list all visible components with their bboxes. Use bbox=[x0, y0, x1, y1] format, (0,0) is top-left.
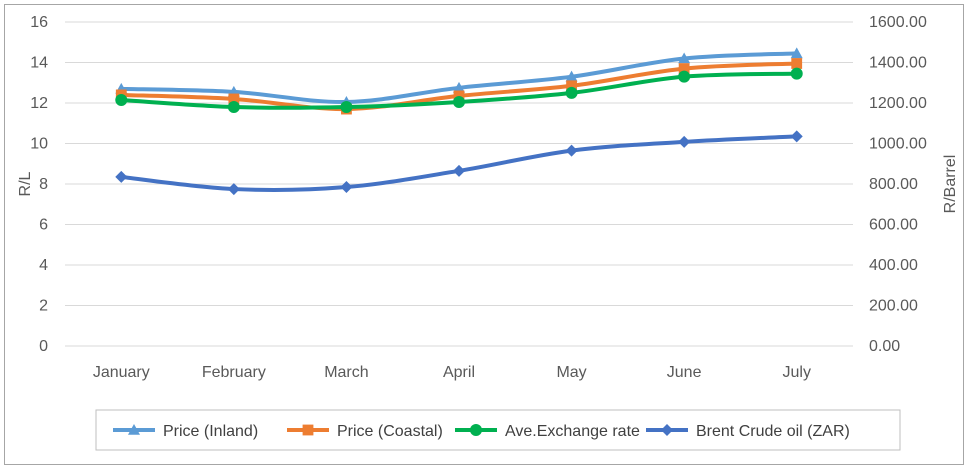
series-brent-crude-oil-zar- bbox=[115, 130, 803, 196]
legend-box bbox=[95, 409, 901, 451]
legend-label: Brent Crude oil (ZAR) bbox=[696, 423, 850, 440]
x-tick-label: June bbox=[667, 364, 702, 381]
data-point-square bbox=[453, 90, 465, 102]
left-tick-label: 16 bbox=[30, 14, 48, 31]
legend-marker-diamond bbox=[661, 424, 673, 436]
left-tick-label: 0 bbox=[39, 338, 48, 355]
legend-entry: Brent Crude oil (ZAR) bbox=[646, 423, 850, 440]
right-tick-label: 200.00 bbox=[869, 298, 918, 315]
chart-frame bbox=[4, 4, 964, 465]
data-point-triangle bbox=[678, 52, 691, 64]
legend-label: Ave.Exchange rate bbox=[505, 423, 640, 440]
right-tick-label: 400.00 bbox=[869, 257, 918, 274]
data-point-triangle bbox=[453, 81, 465, 93]
x-tick-label: April bbox=[443, 364, 475, 381]
right-tick-label: 1200.00 bbox=[869, 95, 927, 112]
data-point-circle bbox=[565, 86, 578, 99]
left-axis-ticks: 0 2 4 6 8 10 12 14 16 bbox=[30, 14, 48, 355]
x-tick-label: January bbox=[93, 364, 150, 381]
left-tick-label: 8 bbox=[39, 176, 48, 193]
legend-entry: Price (Coastal) bbox=[287, 423, 443, 440]
data-point-square bbox=[791, 58, 803, 69]
data-point-circle bbox=[227, 101, 240, 114]
left-tick-label: 6 bbox=[39, 217, 48, 234]
data-point-circle bbox=[115, 93, 128, 106]
series-ave-exchange-rate bbox=[115, 67, 803, 114]
gridlines bbox=[65, 21, 853, 347]
data-point-diamond bbox=[678, 135, 691, 148]
x-axis-ticks: January February March April May June July bbox=[93, 364, 811, 381]
legend-label: Price (Coastal) bbox=[337, 423, 443, 440]
right-tick-label: 1600.00 bbox=[869, 14, 927, 31]
right-tick-label: 800.00 bbox=[869, 176, 918, 193]
data-point-diamond bbox=[115, 170, 128, 183]
left-axis-title: R/L bbox=[17, 171, 34, 196]
data-point-diamond bbox=[340, 181, 353, 194]
right-tick-label: 1000.00 bbox=[869, 136, 927, 153]
data-point-circle bbox=[453, 95, 465, 108]
left-tick-label: 2 bbox=[39, 298, 48, 315]
data-point-triangle bbox=[565, 70, 578, 82]
legend-label: Price (Inland) bbox=[163, 423, 258, 440]
legend-entry: Ave.Exchange rate bbox=[455, 423, 640, 440]
right-axis-ticks: 0.00 200.00 400.00 600.00 800.00 1000.00 1200.… bbox=[869, 14, 927, 355]
left-tick-label: 14 bbox=[30, 55, 48, 72]
data-point-diamond bbox=[790, 130, 803, 143]
legend-marker-triangle bbox=[128, 424, 140, 435]
x-tick-label: February bbox=[202, 364, 266, 381]
right-axis-title: R/Barrel bbox=[942, 155, 959, 214]
data-point-circle bbox=[340, 101, 353, 114]
x-tick-label: March bbox=[324, 364, 368, 381]
x-tick-label: July bbox=[782, 364, 810, 381]
data-point-diamond bbox=[227, 183, 240, 196]
data-point-triangle bbox=[790, 47, 803, 59]
right-tick-label: 0.00 bbox=[869, 338, 900, 355]
legend-entry: Price (Inland) bbox=[113, 423, 258, 440]
data-point-square bbox=[228, 93, 240, 105]
legend-marker-circle bbox=[470, 424, 482, 436]
left-tick-label: 12 bbox=[30, 95, 48, 112]
series-layer bbox=[115, 47, 803, 196]
legend: Price (Inland) Price (Coastal) Ave.Exchang… bbox=[113, 423, 850, 440]
x-tick-label: May bbox=[556, 364, 586, 381]
left-tick-label: 10 bbox=[30, 136, 48, 153]
data-point-square bbox=[566, 80, 577, 92]
left-tick-label: 4 bbox=[39, 257, 48, 274]
data-point-circle bbox=[678, 70, 691, 83]
series-line bbox=[119, 134, 799, 192]
data-point-square bbox=[678, 63, 690, 74]
right-tick-label: 1400.00 bbox=[869, 55, 927, 72]
data-point-circle bbox=[790, 67, 803, 80]
right-tick-label: 600.00 bbox=[869, 217, 918, 234]
data-point-diamond bbox=[453, 164, 465, 177]
legend-marker-square bbox=[302, 424, 314, 436]
data-point-diamond bbox=[565, 144, 578, 157]
